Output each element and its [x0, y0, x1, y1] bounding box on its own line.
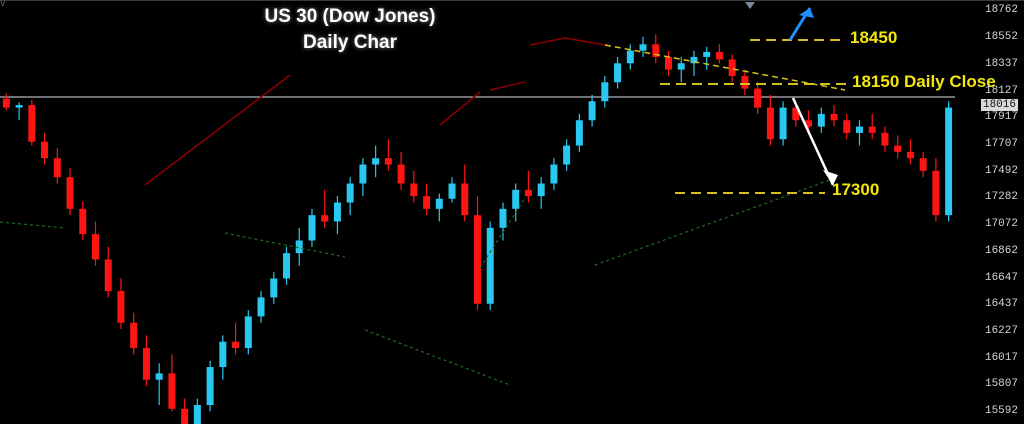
bearish-arrow-svg [0, 0, 1024, 424]
price-chart-container: v US 30 (Dow Jones) Daily Char 18450 181… [0, 0, 1024, 424]
